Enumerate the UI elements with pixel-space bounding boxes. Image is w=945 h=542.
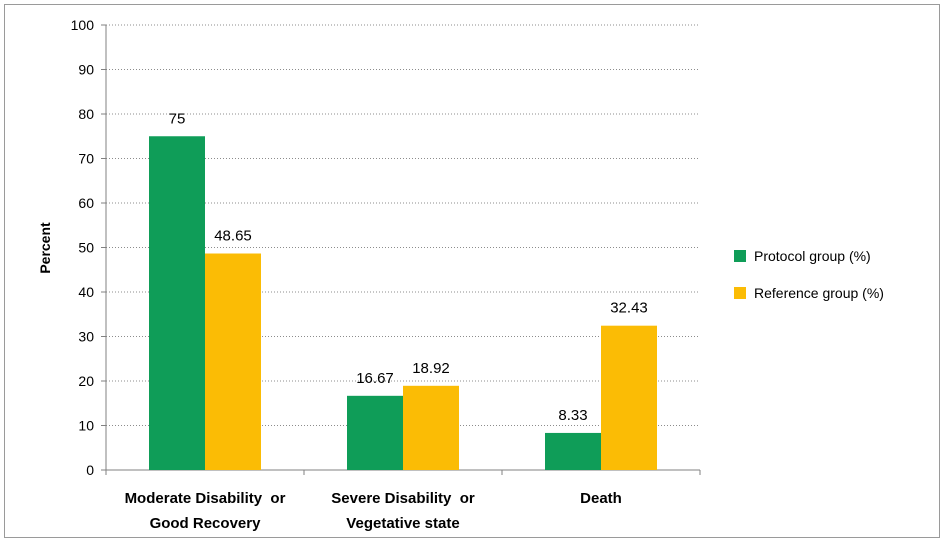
x-category-label: Severe Disability or <box>331 490 475 507</box>
legend-swatch <box>734 287 746 299</box>
y-tick-label: 40 <box>78 284 94 300</box>
bar <box>205 253 261 470</box>
axes: 0 10 20 30 40 50 60 70 80 90 100 Moderate Disabilit… <box>71 17 701 532</box>
data-label: 75 <box>169 110 186 127</box>
bars <box>149 136 657 470</box>
y-tick-label: 30 <box>78 329 94 345</box>
bar <box>347 395 403 470</box>
legend: Protocol group (%) Reference group (%) <box>734 248 884 301</box>
x-category-label: Vegetative state <box>346 515 459 532</box>
y-tick-label: 0 <box>86 462 94 478</box>
x-category-label: Death <box>580 490 622 507</box>
legend-label: Protocol group (%) <box>754 248 871 264</box>
x-category-label: Moderate Disability or <box>125 490 286 507</box>
data-labels: 75 48.65 16.67 18.92 8.33 32.43 <box>169 110 648 424</box>
y-tick-label: 100 <box>71 17 95 33</box>
y-tick-label: 10 <box>78 418 94 434</box>
legend-swatch <box>734 250 746 262</box>
y-tick-label: 20 <box>78 373 94 389</box>
data-label: 16.67 <box>356 370 394 387</box>
data-label: 18.92 <box>412 360 450 377</box>
y-tick-label: 80 <box>78 106 94 122</box>
bar <box>149 136 205 470</box>
bar <box>601 325 657 470</box>
y-tick-label: 50 <box>78 240 94 256</box>
y-tick-label: 60 <box>78 195 94 211</box>
y-tick-label: 70 <box>78 151 94 167</box>
data-label: 32.43 <box>610 300 648 317</box>
x-category-label: Good Recovery <box>150 515 262 532</box>
bar <box>545 432 601 470</box>
data-label: 8.33 <box>558 407 587 424</box>
legend-label: Reference group (%) <box>754 285 884 301</box>
y-tick-label: 90 <box>78 62 94 78</box>
y-axis-title: Percent <box>37 222 53 274</box>
bar <box>403 385 459 470</box>
data-label: 48.65 <box>214 228 252 245</box>
